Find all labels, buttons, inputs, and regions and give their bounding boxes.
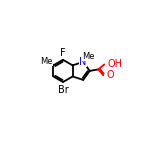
- Text: Br: Br: [58, 85, 68, 95]
- Text: F: F: [60, 48, 66, 58]
- Text: N: N: [79, 57, 87, 67]
- Text: Me: Me: [82, 52, 94, 61]
- Text: O: O: [106, 70, 114, 80]
- Text: Me: Me: [40, 57, 52, 66]
- Text: OH: OH: [107, 59, 122, 69]
